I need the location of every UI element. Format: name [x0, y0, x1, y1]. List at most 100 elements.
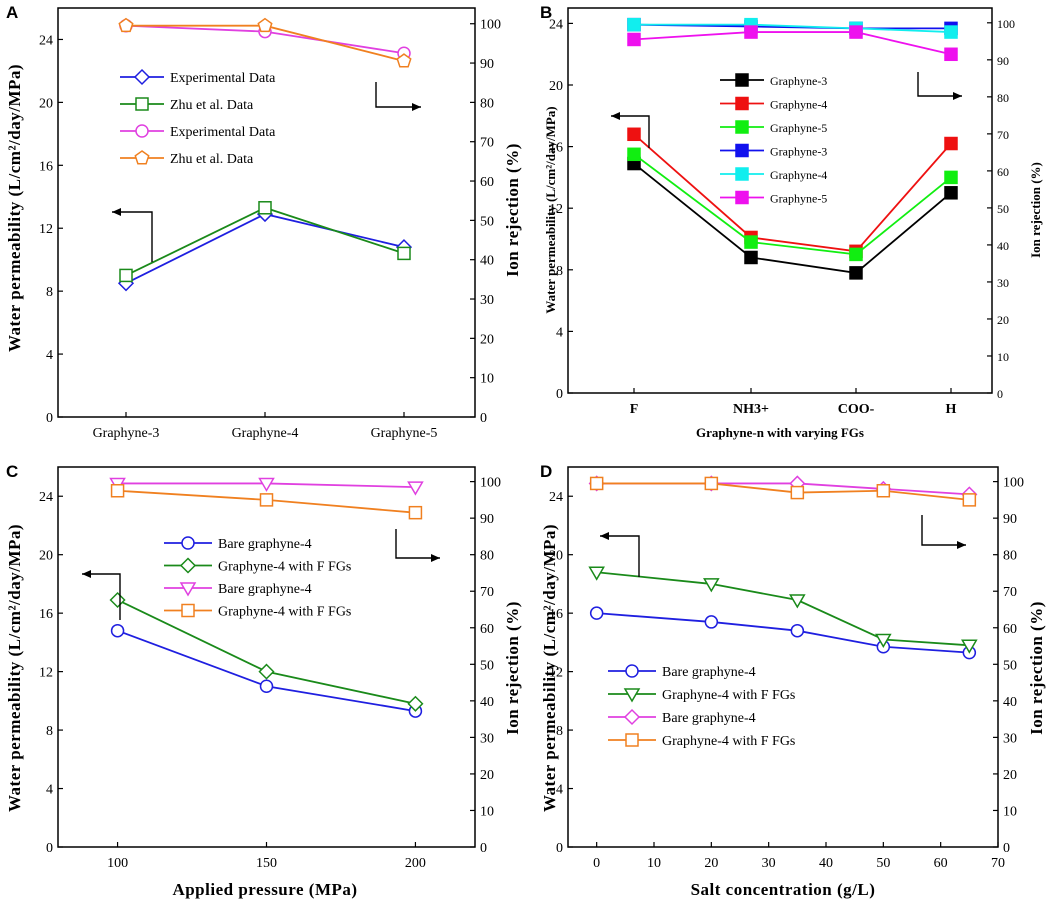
data-point	[961, 639, 978, 654]
y-tick-label: 8	[46, 285, 53, 300]
arrow-line	[600, 535, 640, 577]
y-tick-label: 8	[556, 264, 563, 279]
plot-frame	[567, 7, 993, 394]
legend-marker	[735, 143, 749, 158]
y-tick-label: 20	[39, 96, 53, 111]
legend-label: Experimental Data	[170, 71, 276, 86]
y-tick-label: 4	[556, 783, 563, 798]
legend-marker	[179, 557, 197, 574]
x-tick-label: 150	[256, 856, 277, 871]
legend-label: Bare graphyne-4	[218, 537, 312, 552]
data-point	[119, 268, 133, 283]
x-tick-label: 10	[647, 856, 661, 871]
legend-marker	[735, 120, 749, 134]
arrow-head	[611, 112, 620, 120]
legend-label: Graphyne-3	[770, 74, 827, 88]
y-right-tick-label: 70	[997, 128, 1009, 142]
y-right-tick-label: 50	[997, 202, 1009, 216]
y-right-tick-label: 30	[480, 293, 494, 308]
y-tick-label: 16	[549, 141, 563, 156]
legend-marker	[135, 124, 149, 138]
y-right-tick-label: 20	[480, 768, 494, 783]
y-tick-label: 0	[46, 411, 53, 426]
legend-label: Bare graphyne-4	[218, 582, 312, 597]
arrow-head	[600, 532, 609, 540]
data-point	[258, 201, 272, 215]
y-right-tick-label: 0	[480, 411, 487, 426]
legend-label: Graphyne-5	[770, 121, 827, 135]
y-tick-label: 12	[549, 666, 563, 681]
plot-frame	[567, 466, 999, 848]
arrow-line	[917, 72, 962, 97]
y-right-tick-label: 30	[1003, 731, 1017, 746]
axis-arrow-left	[82, 570, 121, 620]
y-tick-label: 4	[556, 325, 563, 340]
y-right-axis-title: Ion rejection (%)	[1027, 601, 1046, 735]
data-point	[118, 17, 134, 33]
arrow-line	[112, 211, 153, 262]
y-tick-label: 0	[556, 387, 563, 402]
axis-arrow-right	[917, 72, 962, 100]
y-tick-label: 16	[39, 159, 53, 174]
x-tick-label: Graphyne-4	[232, 426, 299, 441]
x-tick-label: 40	[819, 856, 833, 871]
y-tick-label: 24	[39, 33, 53, 48]
y-right-tick-label: 50	[480, 214, 494, 229]
data-point	[744, 250, 758, 265]
y-axis-title: Water permeability (L/cm²/day/MPa)	[5, 524, 24, 812]
data-point	[589, 606, 604, 620]
x-tick-label: 100	[107, 856, 128, 871]
y-right-tick-label: 0	[480, 841, 487, 856]
series-4	[110, 484, 423, 520]
y-tick-label: 24	[39, 490, 53, 505]
data-point	[744, 235, 758, 249]
y-right-axis-title: Ion rejection (%)	[503, 601, 522, 735]
arrow-head	[82, 570, 91, 578]
legend-marker	[735, 96, 749, 111]
data-point	[396, 53, 412, 68]
x-tick-label: Graphyne-3	[93, 426, 160, 441]
y-right-tick-label: 90	[480, 57, 494, 72]
data-point	[703, 578, 720, 593]
x-tick-label: 0	[593, 856, 600, 871]
legend-marker	[623, 688, 641, 703]
arrow-head	[431, 554, 440, 562]
series-line	[633, 153, 952, 256]
x-tick-label: Graphyne-5	[371, 426, 438, 441]
x-tick-label: NH3+	[733, 402, 769, 417]
legend-marker	[735, 73, 749, 87]
y-right-tick-label: 0	[997, 387, 1003, 401]
y-tick-label: 12	[39, 666, 53, 681]
y-tick-label: 8	[556, 724, 563, 739]
axis-arrow-left	[112, 208, 153, 262]
y-right-tick-label: 100	[1003, 476, 1024, 491]
data-point	[589, 476, 604, 491]
y-right-tick-label: 70	[480, 136, 494, 151]
x-tick-label: 70	[991, 856, 1005, 871]
panel-letter: C	[6, 462, 18, 481]
legend: Experimental Data Zhu et al. Data Experime…	[120, 68, 276, 167]
axis-arrow-left	[600, 532, 640, 577]
arrow-line	[395, 529, 440, 559]
data-point	[875, 633, 892, 648]
arrow-head	[412, 103, 421, 111]
y-right-tick-label: 80	[1003, 549, 1017, 564]
data-point	[849, 266, 863, 280]
legend-marker	[181, 536, 195, 550]
legend-marker	[735, 167, 749, 181]
y-right-tick-label: 80	[480, 549, 494, 564]
series-line	[596, 612, 970, 654]
y-tick-label: 4	[46, 783, 53, 798]
y-right-tick-label: 40	[997, 239, 1009, 253]
series-line	[633, 162, 952, 274]
data-point	[944, 136, 958, 151]
legend-label: Graphyne-4 with F FGs	[662, 734, 795, 749]
x-tick-label: 20	[704, 856, 718, 871]
series-2	[119, 201, 411, 283]
series-3	[588, 475, 978, 503]
series-6	[627, 25, 958, 62]
data-point	[627, 127, 641, 142]
y-right-tick-label: 20	[997, 313, 1009, 327]
y-right-axis-title: Ion rejection (%)	[1028, 162, 1043, 258]
